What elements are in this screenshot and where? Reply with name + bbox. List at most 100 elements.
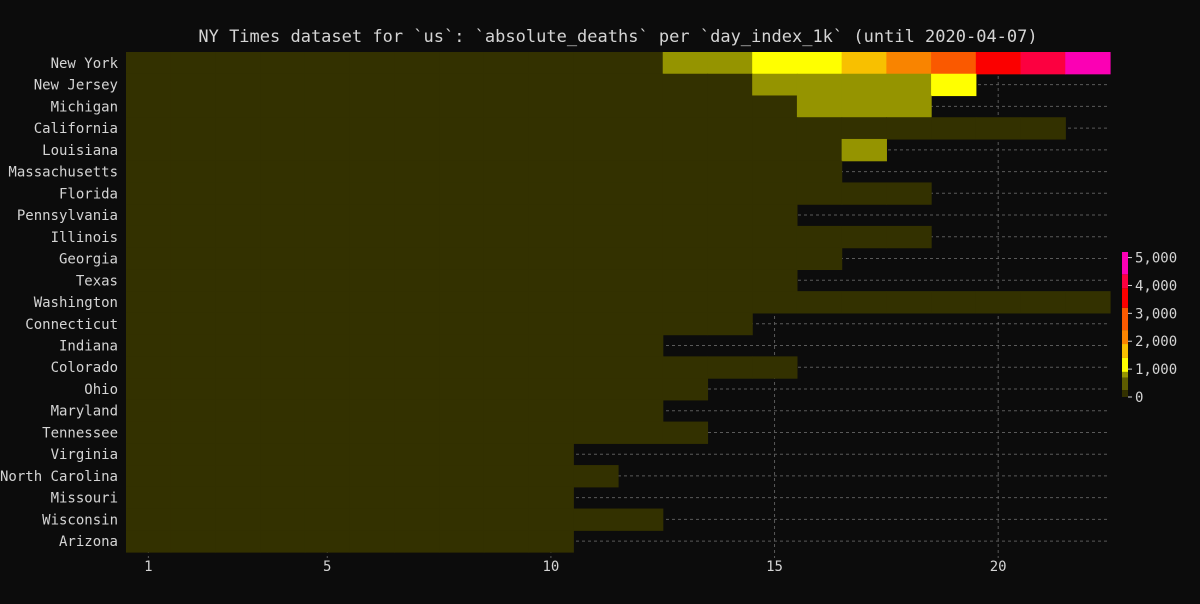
heatmap-cell — [215, 486, 261, 510]
heatmap-cell — [304, 95, 351, 118]
heatmap-cell — [394, 443, 440, 466]
heatmap-cell — [126, 182, 172, 205]
heatmap-cell — [483, 356, 530, 379]
heatmap-cell — [841, 73, 887, 97]
heatmap-cell — [170, 138, 217, 162]
heatmap-cell — [349, 138, 395, 162]
colorbar-segment — [1122, 288, 1128, 308]
heatmap-cell — [304, 52, 351, 75]
heatmap-cell — [752, 225, 798, 249]
heatmap-cell — [439, 269, 485, 292]
heatmap-cell — [707, 95, 753, 118]
heatmap-cell — [304, 530, 351, 553]
heatmap-cell — [752, 117, 798, 140]
heatmap-cell — [126, 291, 172, 314]
y-tick-label: Louisiana — [42, 143, 118, 159]
heatmap-cell — [349, 334, 395, 357]
heatmap-cell — [126, 247, 172, 270]
heatmap-cell — [618, 269, 664, 292]
heatmap-cell — [662, 160, 709, 184]
heatmap-cell — [618, 182, 664, 205]
heatmap-cell — [439, 95, 485, 118]
heatmap-cell — [573, 399, 619, 423]
heatmap-cell — [439, 312, 485, 336]
heatmap-cell — [528, 204, 574, 227]
heatmap-cells — [126, 52, 1111, 553]
heatmap-cell — [394, 508, 440, 531]
heatmap-cell — [752, 204, 798, 227]
heatmap-cell — [260, 486, 306, 510]
heatmap-cell — [483, 138, 530, 162]
y-tick-label: Connecticut — [25, 317, 118, 333]
heatmap-cell — [483, 247, 530, 270]
heatmap-cell — [483, 269, 530, 292]
heatmap-cell — [349, 486, 395, 510]
heatmap-cell — [349, 530, 395, 553]
heatmap-cell — [931, 117, 977, 140]
heatmap-cell — [483, 421, 530, 444]
heatmap-cell — [752, 291, 798, 314]
heatmap-cell — [528, 312, 574, 336]
heatmap-cell — [215, 138, 261, 162]
heatmap-cell — [170, 530, 217, 553]
heatmap-cell — [304, 312, 351, 336]
colorbar-tick-label: 4,000 — [1135, 278, 1177, 294]
heatmap-cell — [394, 378, 440, 401]
heatmap-cell — [304, 421, 351, 444]
heatmap-cell — [618, 291, 664, 314]
heatmap-cell — [349, 182, 395, 205]
heatmap-cell — [752, 52, 798, 75]
heatmap-cell — [304, 486, 351, 510]
heatmap-cell — [170, 73, 217, 97]
heatmap-cell — [528, 225, 574, 249]
heatmap-cell — [886, 73, 932, 97]
chart-title: NY Times dataset for `us`: `absolute_dea… — [198, 27, 1037, 47]
heatmap-cell — [170, 160, 217, 184]
y-tick-label: New York — [51, 56, 119, 72]
heatmap-cell — [528, 486, 574, 510]
heatmap-cell — [126, 378, 172, 401]
heatmap-cell — [618, 508, 664, 531]
y-tick-label: Indiana — [59, 338, 118, 354]
heatmap-cell — [528, 160, 574, 184]
heatmap-cell — [439, 52, 485, 75]
heatmap-cell — [618, 160, 664, 184]
colorbar-tick-label: 0 — [1135, 390, 1143, 406]
heatmap-cell — [126, 117, 172, 140]
heatmap-cell — [304, 508, 351, 531]
heatmap-cell — [483, 508, 530, 531]
heatmap-cell — [573, 334, 619, 357]
heatmap-cell — [394, 269, 440, 292]
heatmap-cell — [215, 204, 261, 227]
y-tick-label: Illinois — [51, 230, 118, 246]
heatmap-cell — [841, 291, 887, 314]
heatmap-cell — [975, 52, 1022, 75]
heatmap-cell — [573, 204, 619, 227]
heatmap-cell — [349, 160, 395, 184]
heatmap-cell — [394, 138, 440, 162]
heatmap-cell — [349, 356, 395, 379]
heatmap-cell — [796, 225, 843, 249]
heatmap-cell — [796, 160, 843, 184]
heatmap-cell — [841, 138, 887, 162]
heatmap-cell — [707, 160, 753, 184]
heatmap-cell — [215, 378, 261, 401]
heatmap-cell — [618, 204, 664, 227]
heatmap-cell — [260, 356, 306, 379]
heatmap-cell — [170, 356, 217, 379]
heatmap-cell — [349, 508, 395, 531]
heatmap-cell — [304, 334, 351, 357]
heatmap-cell — [126, 138, 172, 162]
colorbar-tick-label: 2,000 — [1135, 334, 1177, 350]
heatmap-cell — [394, 399, 440, 423]
colorbar-segment — [1122, 330, 1128, 345]
heatmap-cell — [618, 356, 664, 379]
heatmap-cell — [573, 73, 619, 97]
heatmap-cell — [707, 269, 753, 292]
heatmap-cell — [796, 247, 843, 270]
heatmap-cell — [349, 312, 395, 336]
colorbar: 0 1,000 2,000 3,000 4,000 5,000 — [1122, 251, 1177, 406]
y-tick-label: California — [34, 121, 118, 137]
heatmap-cell — [752, 95, 798, 118]
